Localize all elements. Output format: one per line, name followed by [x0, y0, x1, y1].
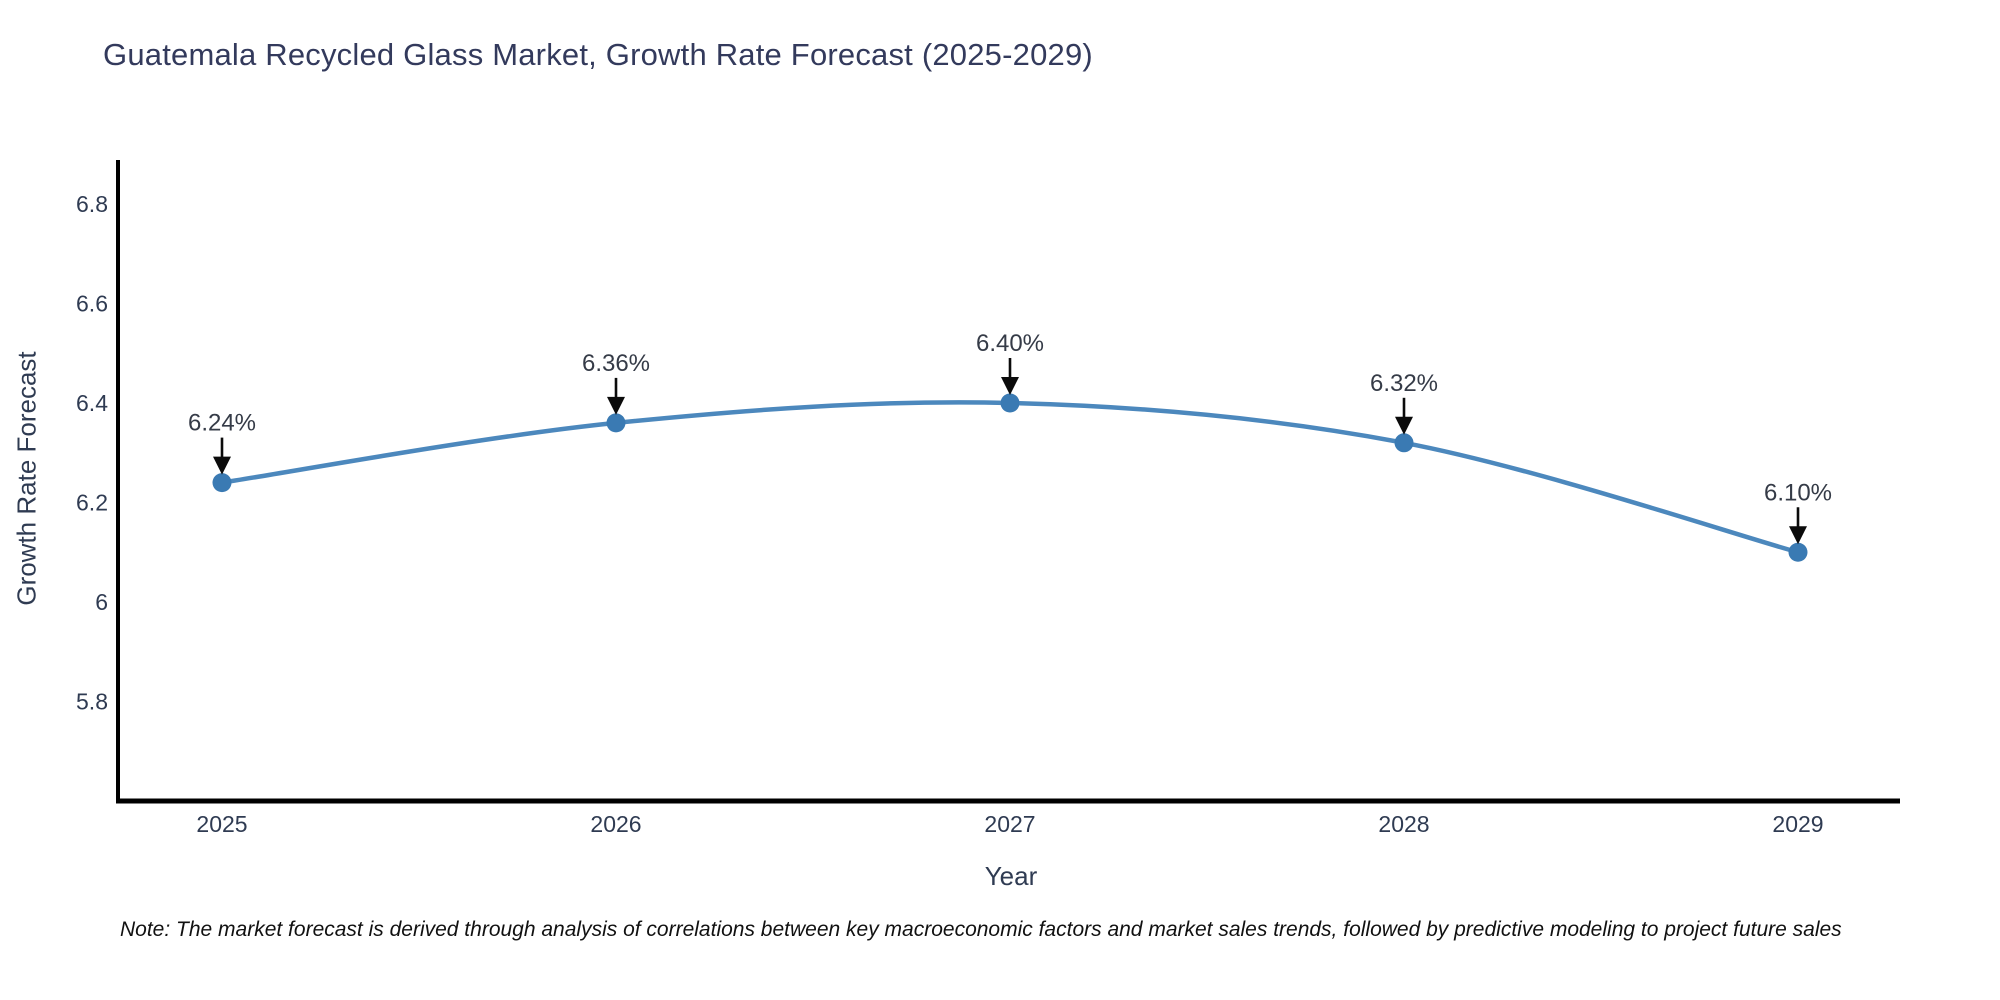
annotation-arrow-head — [1395, 416, 1413, 435]
point-value-label: 6.24% — [188, 410, 256, 437]
annotation-arrow-head — [1789, 526, 1807, 545]
x-tick-label: 2029 — [1772, 811, 1823, 837]
y-tick-label: 6.2 — [76, 490, 108, 516]
y-tick-label: 6.6 — [76, 291, 108, 317]
y-tick-label: 6.4 — [76, 390, 108, 416]
y-tick-label: 6 — [95, 589, 108, 615]
data-point-marker — [606, 413, 626, 433]
y-axis-title: Growth Rate Forecast — [11, 351, 42, 606]
data-point-marker — [212, 473, 232, 493]
forecast-line — [221, 400, 1799, 555]
data-point-marker — [1394, 433, 1414, 453]
annotation-arrow-head — [1001, 377, 1019, 395]
chart-title: Guatemala Recycled Glass Market, Growth … — [103, 37, 1093, 72]
data-point-marker — [1000, 393, 1020, 413]
annotation-arrow-head — [607, 396, 625, 415]
annotation-arrow-head — [213, 456, 231, 475]
x-tick-label: 2025 — [196, 811, 247, 837]
point-value-label: 6.40% — [976, 330, 1044, 357]
footnote-text: Note: The market forecast is derived thr… — [120, 918, 1842, 941]
point-value-label: 6.32% — [1370, 370, 1438, 397]
point-value-label: 6.36% — [582, 350, 650, 377]
y-tick-label: 5.8 — [76, 689, 108, 715]
x-tick-label: 2027 — [984, 811, 1035, 837]
x-axis-title: Year — [984, 861, 1038, 891]
x-tick-label: 2026 — [590, 811, 641, 837]
point-value-label: 6.10% — [1764, 479, 1832, 506]
x-tick-label: 2028 — [1378, 811, 1429, 837]
y-tick-label: 6.8 — [76, 191, 108, 217]
data-point-marker — [1788, 542, 1808, 562]
